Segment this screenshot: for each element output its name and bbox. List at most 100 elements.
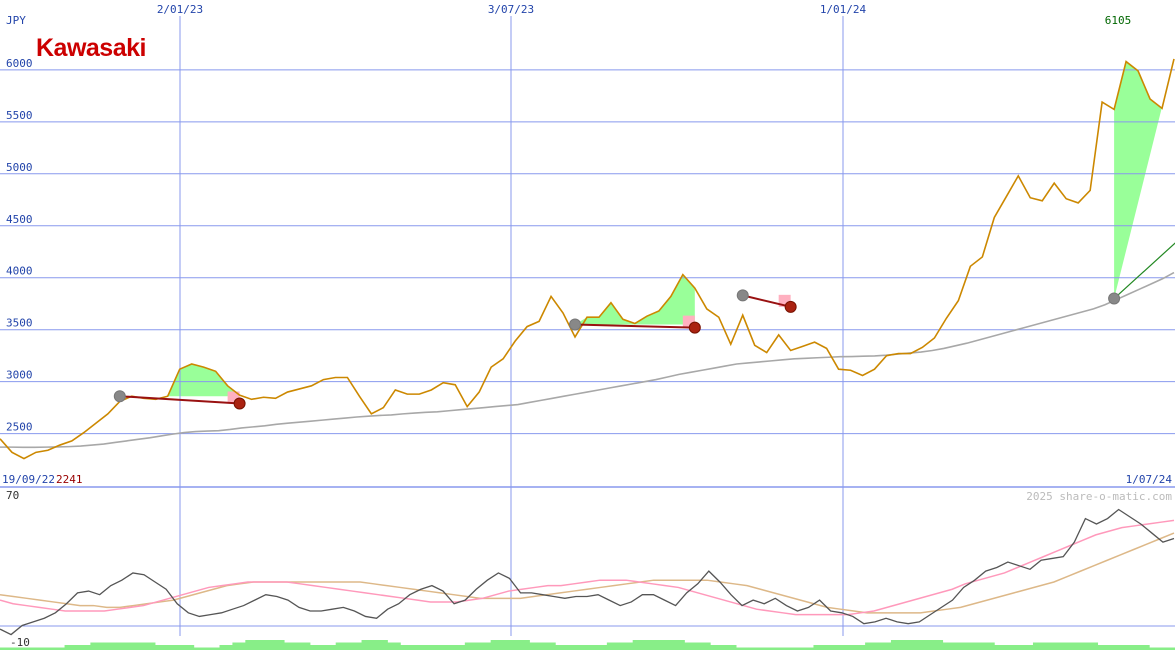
trend-line-0: [119, 395, 240, 405]
volume-bar: [284, 642, 298, 650]
volume-bar: [787, 647, 802, 650]
trend-start-dot-2: [736, 289, 749, 302]
volume-bar: [322, 645, 337, 650]
volume-bar: [387, 642, 401, 650]
volume-bar: [335, 642, 350, 650]
volume-bar: [632, 640, 647, 650]
y-tick-label-7: 6000: [6, 57, 33, 70]
grid-layer: [0, 16, 1175, 636]
trend-start-dot-0: [113, 390, 126, 403]
slow-average-line: [0, 532, 1175, 614]
y-tick-label-2: 3500: [6, 317, 33, 330]
volume-bar: [245, 640, 259, 650]
loss-marker-1: [682, 315, 695, 328]
y-tick-label-4: 4500: [6, 213, 33, 226]
volume-bar: [154, 645, 169, 650]
volume-bar: [942, 642, 956, 650]
volume-bar: [38, 647, 53, 650]
volume-bar: [645, 640, 660, 650]
volume-bar: [748, 647, 763, 650]
volume-bar: [684, 642, 698, 650]
volume-bar: [1097, 645, 1111, 650]
volume-bar: [761, 647, 776, 650]
gain-fill-1: [575, 274, 695, 325]
volume-bar: [723, 645, 737, 650]
volume-bar: [981, 642, 995, 650]
volume-bar: [361, 640, 375, 650]
company-logo: Kawasaki: [36, 34, 146, 62]
last-price-label: 6105: [1105, 14, 1132, 27]
end-date-label: 1/07/24: [1126, 473, 1173, 486]
volume-bar: [865, 642, 879, 650]
volume-bar: [232, 642, 246, 650]
y-tick-label-6: 5500: [6, 109, 33, 122]
volume-bar: [296, 642, 311, 650]
volume-bar: [710, 645, 724, 650]
y-tick-label-0: 2500: [6, 421, 33, 434]
trend-end-dot-2: [784, 300, 797, 313]
volume-bar: [968, 642, 982, 650]
volume-bar: [413, 645, 427, 650]
volume-bar: [258, 640, 272, 650]
volume-bar: [619, 642, 634, 650]
volume-bar: [529, 642, 543, 650]
volume-bar: [193, 647, 208, 650]
volume-bar: [826, 645, 840, 650]
trend-layer: [113, 242, 1175, 410]
volume-bar: [1071, 642, 1086, 650]
volume-bar: [593, 645, 608, 650]
y-tick-label-5: 5000: [6, 161, 33, 174]
moving-average-line: [0, 271, 1175, 449]
volume-bar: [129, 642, 143, 650]
start-date-label: 19/09/22: [2, 473, 55, 486]
volume-bar: [1110, 645, 1124, 650]
volume-bar: [1084, 642, 1099, 650]
volume-bar: [490, 640, 505, 650]
volume-bar: [116, 642, 130, 650]
volume-bar: [180, 645, 195, 650]
loss-marker-0: [227, 391, 240, 404]
x-tick-label-0: 2/01/23: [157, 3, 203, 16]
trend-end-dot-0: [233, 397, 246, 410]
volume-bar: [400, 645, 414, 650]
volume-bar: [309, 645, 324, 650]
indicator-tick-top: 70: [6, 489, 19, 502]
volume-bar: [51, 647, 66, 650]
low-price-label: 2241: [56, 473, 83, 486]
volume-bar: [1007, 645, 1021, 650]
volume-bar: [206, 647, 221, 650]
volume-bar: [426, 645, 440, 650]
volume-bar: [555, 645, 569, 650]
volume-bar: [477, 642, 492, 650]
price-line: [0, 58, 1175, 460]
volume-bar: [374, 640, 388, 650]
volume-bar: [1045, 642, 1060, 650]
volume-bar: [271, 640, 285, 650]
volume-bar: [542, 642, 556, 650]
volume-bar: [1123, 645, 1137, 650]
volume-bar: [568, 645, 582, 650]
volume-bar: [103, 642, 117, 650]
volume-bar: [658, 640, 672, 650]
volume-bar: [916, 640, 931, 650]
volume-bar: [994, 645, 1008, 650]
volume-bar: [1149, 647, 1163, 650]
volume-bar: [581, 645, 595, 650]
volume-bar: [890, 640, 905, 650]
volume-bar: [735, 647, 750, 650]
currency-label: JPY: [6, 14, 26, 27]
volume-bar: [671, 640, 685, 650]
y-tick-label-3: 4000: [6, 265, 33, 278]
volume-bar: [1020, 645, 1034, 650]
series-layer: [0, 58, 1175, 636]
x-tick-label-1: 3/07/23: [488, 3, 534, 16]
volume-bar: [813, 645, 827, 650]
momentum-line: [0, 508, 1175, 636]
volume-bar: [852, 645, 866, 650]
volume-bar: [1136, 645, 1150, 650]
trend-line-2: [742, 294, 791, 308]
volume-bar: [929, 640, 944, 650]
volume-bar: [348, 642, 363, 650]
volume-bar: [1058, 642, 1073, 650]
volume-bar: [439, 645, 453, 650]
